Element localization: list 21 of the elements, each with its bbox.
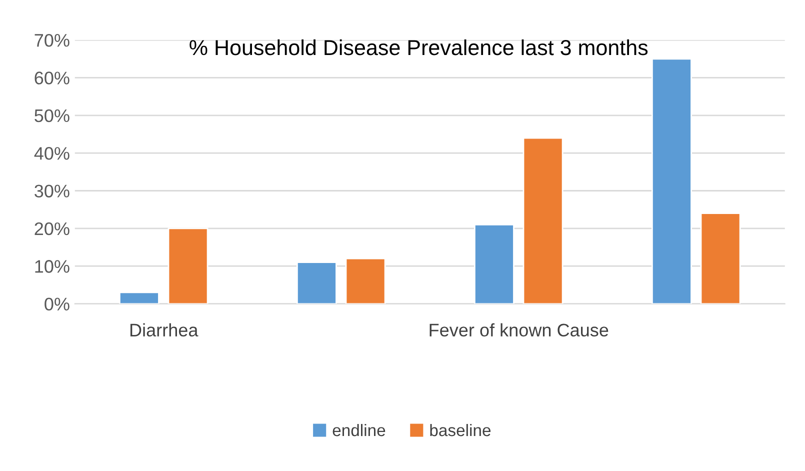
y-tick-label: 20% [34, 222, 70, 236]
y-tick-label: 40% [34, 147, 70, 160]
y-tick-label: 30% [34, 184, 70, 198]
x-tick-label: Diarrhea [130, 323, 198, 336]
bar [651, 58, 692, 304]
bar [474, 224, 514, 304]
x-tick-label: Fever of known Cause [430, 323, 608, 336]
y-tick-label: 0% [44, 298, 70, 311]
bar [168, 228, 208, 304]
y-tick-label: 60% [34, 72, 70, 84]
bar [345, 258, 386, 304]
y-tick-label: 70% [34, 34, 70, 47]
bar [700, 212, 741, 304]
chart-title: % Household Disease Prevalence last 3 months [190, 39, 648, 56]
bar [522, 137, 564, 304]
bar [296, 262, 337, 304]
y-tick-label: 10% [35, 260, 70, 273]
legend-label: endline [332, 424, 386, 436]
legend-label: baseline [430, 424, 491, 436]
bar [118, 292, 160, 304]
y-tick-label: 50% [34, 109, 70, 122]
